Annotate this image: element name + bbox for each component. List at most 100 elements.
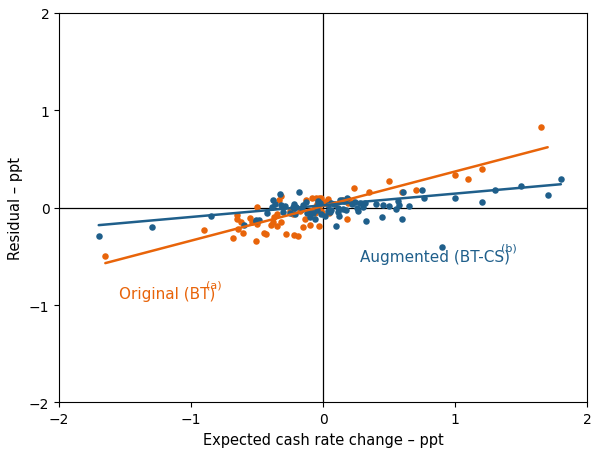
Point (419, 195, 428, 202)
Point (316, 195, 326, 202)
Point (313, 201, 322, 208)
Point (326, 200, 335, 207)
Point (451, 172, 460, 180)
Point (398, 189, 407, 196)
Point (323, 197, 333, 205)
Point (320, 213, 330, 220)
Point (334, 213, 343, 220)
Point (314, 195, 324, 202)
Point (343, 196, 353, 203)
Point (308, 210, 317, 217)
Point (437, 243, 447, 251)
Point (312, 201, 322, 208)
Point (326, 207, 336, 214)
Point (316, 211, 326, 218)
Point (395, 202, 404, 209)
Point (338, 197, 347, 204)
Point (275, 191, 285, 198)
Point (305, 214, 315, 221)
Point (315, 207, 325, 215)
Point (352, 204, 362, 212)
Point (361, 217, 371, 225)
Point (315, 200, 325, 207)
Point (377, 213, 387, 221)
Point (268, 219, 277, 226)
Point (355, 200, 365, 207)
Point (384, 202, 394, 210)
Point (310, 210, 320, 217)
Point (274, 197, 284, 204)
Point (385, 178, 394, 185)
Point (300, 216, 310, 223)
Point (317, 209, 326, 217)
Point (338, 206, 347, 213)
Point (394, 197, 403, 205)
Point (301, 197, 311, 204)
Point (288, 204, 298, 212)
Point (350, 198, 360, 206)
Point (298, 224, 308, 231)
Point (292, 204, 301, 211)
Point (147, 224, 157, 232)
Point (238, 230, 248, 237)
Point (302, 210, 312, 217)
Point (310, 216, 320, 223)
Point (233, 226, 242, 233)
Point (320, 199, 330, 206)
Point (323, 197, 332, 204)
Point (277, 202, 286, 209)
Text: Augmented (BT-CS): Augmented (BT-CS) (360, 249, 510, 264)
Point (311, 195, 320, 202)
Point (269, 214, 279, 222)
Point (289, 232, 298, 239)
Point (245, 215, 255, 222)
Point (404, 203, 414, 210)
Point (298, 207, 307, 214)
Point (490, 187, 500, 194)
Point (338, 197, 347, 204)
Point (391, 206, 401, 213)
Point (253, 204, 262, 211)
Point (281, 203, 290, 210)
Point (232, 212, 242, 219)
Point (251, 238, 260, 245)
Point (398, 189, 408, 196)
Point (239, 222, 249, 230)
Point (286, 208, 295, 216)
Point (315, 200, 325, 207)
Point (253, 221, 262, 228)
Point (411, 187, 421, 194)
Point (556, 176, 566, 183)
Point (295, 189, 304, 196)
Point (323, 207, 333, 215)
Point (323, 202, 332, 209)
Point (349, 199, 358, 206)
Y-axis label: Residual – ppt: Residual – ppt (8, 157, 23, 259)
Point (517, 183, 526, 191)
Point (543, 192, 553, 200)
Point (360, 200, 370, 207)
Point (358, 204, 367, 211)
Point (332, 222, 341, 230)
Point (94, 233, 104, 241)
Point (278, 209, 287, 216)
Text: (b): (b) (501, 243, 517, 253)
Point (477, 166, 487, 173)
Point (295, 208, 305, 215)
Point (293, 233, 302, 240)
Point (233, 216, 242, 223)
Point (353, 208, 363, 215)
Point (289, 201, 299, 208)
Text: (a): (a) (206, 280, 222, 290)
Point (536, 124, 546, 131)
Point (261, 231, 271, 238)
Point (200, 226, 209, 233)
Point (314, 201, 323, 208)
Point (305, 209, 314, 217)
Point (266, 222, 276, 229)
Text: Original (BT): Original (BT) (119, 286, 215, 301)
Point (333, 209, 343, 217)
Point (228, 234, 238, 242)
Point (254, 217, 264, 224)
Point (451, 195, 460, 202)
